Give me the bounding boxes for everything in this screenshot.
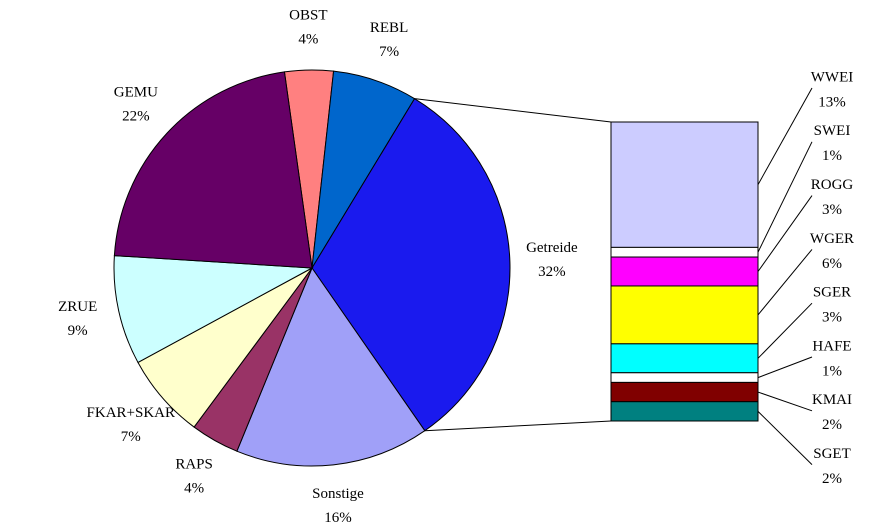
leader-line bbox=[757, 356, 813, 379]
bar-segment bbox=[610, 246, 759, 258]
bar-segment bbox=[610, 256, 759, 287]
bar-segment bbox=[610, 121, 759, 248]
bar-label: SWEI bbox=[814, 123, 851, 139]
bar-segment bbox=[610, 372, 759, 383]
bar-label: KMAI bbox=[812, 392, 852, 408]
bar-label: WGER bbox=[810, 231, 854, 247]
bar-label: SGET bbox=[813, 446, 851, 462]
bar-percent: 3% bbox=[822, 310, 842, 326]
slice-percent: 32% bbox=[538, 264, 566, 280]
pie-slice bbox=[311, 97, 511, 432]
slice-percent: 4% bbox=[298, 31, 318, 47]
bar-segment bbox=[610, 381, 759, 403]
slice-label: RAPS bbox=[175, 456, 213, 472]
slice-percent: 7% bbox=[121, 429, 141, 445]
bar-segment bbox=[610, 343, 759, 374]
pie-slice bbox=[113, 71, 313, 269]
bar-label: HAFE bbox=[812, 338, 851, 354]
bar-percent: 1% bbox=[822, 148, 842, 164]
slice-percent: 4% bbox=[184, 480, 204, 496]
leader-line bbox=[757, 410, 813, 465]
bar-segment bbox=[610, 285, 759, 345]
bar-percent: 3% bbox=[822, 202, 842, 218]
connector-line bbox=[424, 420, 612, 432]
bar-percent: 2% bbox=[822, 471, 842, 487]
leader-line bbox=[757, 249, 813, 316]
slice-percent: 16% bbox=[324, 510, 352, 526]
bar-percent: 6% bbox=[822, 256, 842, 272]
slice-label: FKAR+SKAR bbox=[87, 405, 175, 421]
slice-label: OBST bbox=[289, 7, 327, 23]
slice-label: Getreide bbox=[526, 240, 578, 256]
slice-label: GEMU bbox=[114, 84, 158, 100]
bar-percent: 2% bbox=[822, 417, 842, 433]
bar-segment bbox=[610, 401, 759, 422]
bar-label: ROGG bbox=[811, 177, 854, 193]
leader-line bbox=[757, 391, 813, 412]
leader-line bbox=[757, 141, 813, 253]
slice-percent: 22% bbox=[122, 108, 150, 124]
leader-line bbox=[757, 87, 813, 185]
slice-label: Sonstige bbox=[312, 486, 364, 502]
slice-percent: 9% bbox=[68, 323, 88, 339]
slice-percent: 7% bbox=[379, 44, 399, 60]
slice-label: ZRUE bbox=[58, 299, 97, 315]
leader-line bbox=[757, 302, 813, 359]
connector-line bbox=[414, 98, 612, 123]
pie-slice bbox=[113, 255, 314, 364]
pie-slice bbox=[236, 266, 426, 467]
leader-line bbox=[757, 195, 813, 272]
bar-label: WWEI bbox=[811, 69, 853, 85]
bar-percent: 13% bbox=[818, 94, 846, 110]
bar-percent: 1% bbox=[822, 363, 842, 379]
bar-label: SGER bbox=[813, 285, 851, 301]
slice-label: REBL bbox=[370, 20, 408, 36]
